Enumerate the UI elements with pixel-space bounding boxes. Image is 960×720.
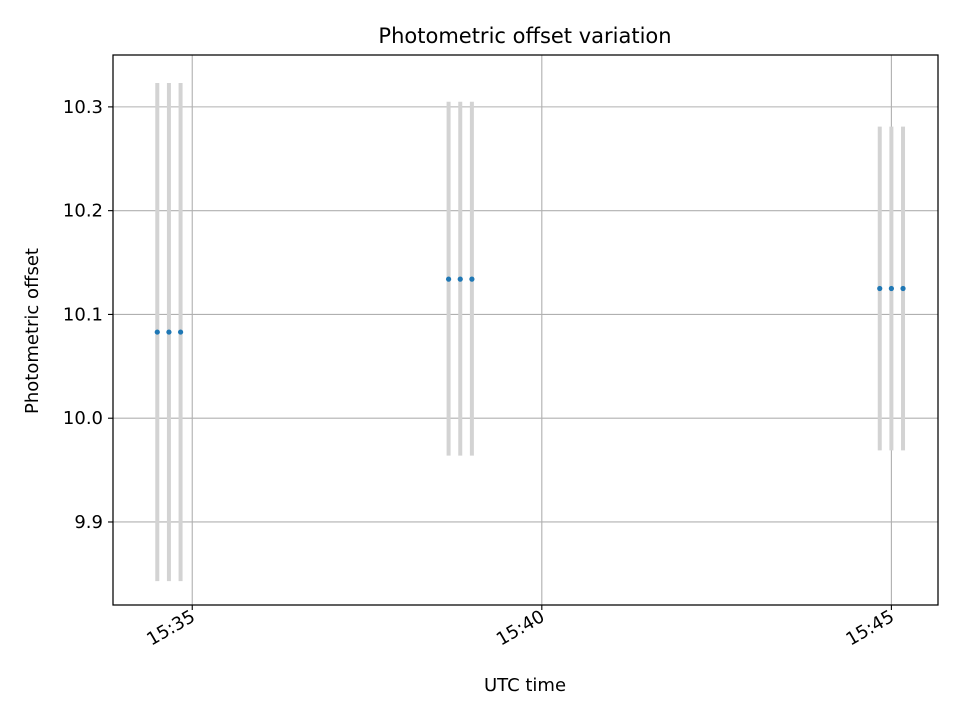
data-point (445, 276, 452, 282)
error-bars (155, 83, 906, 582)
x-axis: 15:35 15:40 15:45 (143, 605, 898, 650)
y-tick-label: 9.9 (74, 512, 103, 533)
y-tick-label: 10.2 (63, 201, 103, 222)
x-axis-label: UTC time (484, 675, 566, 696)
y-tick-label: 10.0 (63, 408, 103, 429)
y-axis-label: Photometric offset (22, 248, 43, 414)
grid (113, 55, 938, 605)
data-point (900, 285, 906, 292)
plot-frame (112, 54, 939, 606)
data-point (457, 276, 463, 282)
y-tick-label: 10.3 (63, 97, 103, 118)
data-point (469, 276, 475, 282)
data-point (177, 329, 184, 335)
x-tick-label: 15:45 (842, 606, 897, 650)
y-tick-label: 10.1 (63, 304, 103, 325)
chart-title: Photometric offset variation (378, 24, 671, 48)
y-axis: 9.9 10.0 10.1 10.2 10.3 (63, 97, 113, 533)
data-points (154, 276, 906, 335)
x-tick-label: 15:35 (143, 606, 198, 650)
data-point (888, 285, 894, 292)
data-point (166, 329, 172, 335)
data-point (154, 329, 160, 335)
x-tick-label: 15:40 (493, 606, 548, 650)
data-point (877, 285, 883, 292)
